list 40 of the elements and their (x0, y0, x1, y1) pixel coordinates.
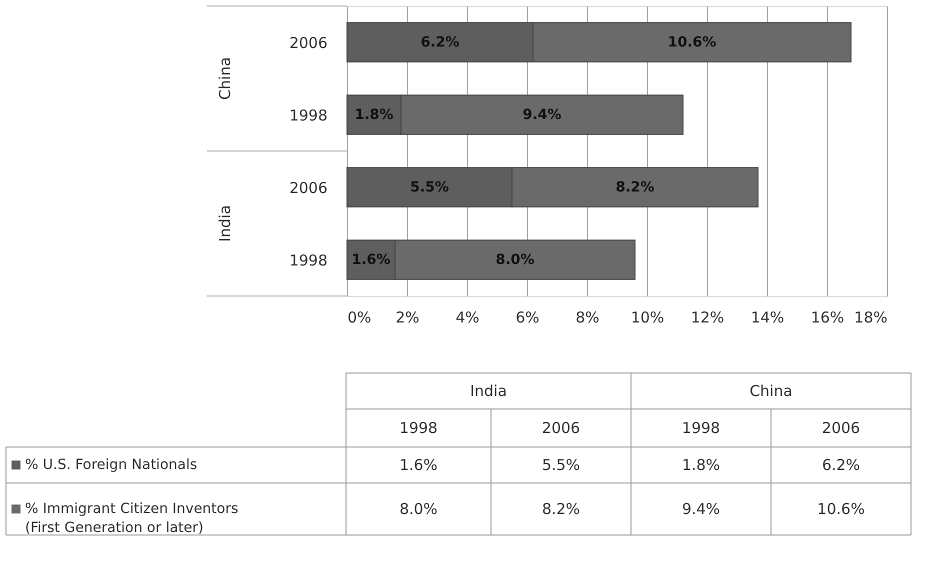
text: 1.8% (682, 456, 720, 474)
x-tick-label: 6% (516, 308, 540, 326)
text: 9.4% (682, 500, 720, 518)
text: India (216, 205, 234, 242)
data-label: 1.8% (354, 106, 394, 123)
data-label: 8.2% (616, 179, 654, 196)
legend-label: % U.S. Foreign Nationals (25, 457, 198, 473)
text: 1.6% (399, 456, 438, 474)
y-tick-label: 2006 (289, 178, 328, 197)
text: 8.0% (399, 500, 438, 518)
x-tick-label: 10% (630, 308, 664, 326)
legend-label: % Immigrant Citizen Inventors (First Generation or later) (25, 501, 238, 536)
text: 6.2% (822, 456, 860, 474)
x-tick-label: 2% (396, 308, 420, 326)
y-tick-label: 1998 (289, 106, 328, 124)
text: 10.6% (817, 500, 865, 518)
x-tick-label: 12% (690, 308, 724, 326)
data-label: 1.6% (352, 252, 390, 268)
x-tick-label: 14% (750, 308, 784, 326)
y-tick-label: 2006 (289, 34, 328, 52)
data-label: 8.0% (496, 252, 534, 268)
y-tick-label: 1998 (289, 251, 328, 270)
data-label: 5.5% (410, 179, 449, 196)
data-label: 10.6% (668, 34, 716, 50)
x-tick-label: 16% (810, 308, 844, 326)
x-tick-label: 18% (854, 308, 888, 326)
x-tick-label: 0% (348, 308, 372, 326)
x-tick-label: 8% (576, 308, 600, 326)
data-label: 6.2% (420, 34, 460, 50)
text: China (750, 382, 792, 400)
text: 5.5% (542, 456, 580, 474)
category-label: 2006 (822, 419, 860, 437)
category-label: 1998 (399, 419, 438, 437)
category-label: 1998 (682, 419, 720, 437)
data-label: 9.4% (522, 106, 562, 123)
text: China (216, 57, 234, 100)
text: India (470, 382, 507, 400)
x-tick-label: 4% (456, 308, 480, 326)
category-label: 2006 (542, 419, 580, 437)
text: 8.2% (542, 500, 580, 518)
